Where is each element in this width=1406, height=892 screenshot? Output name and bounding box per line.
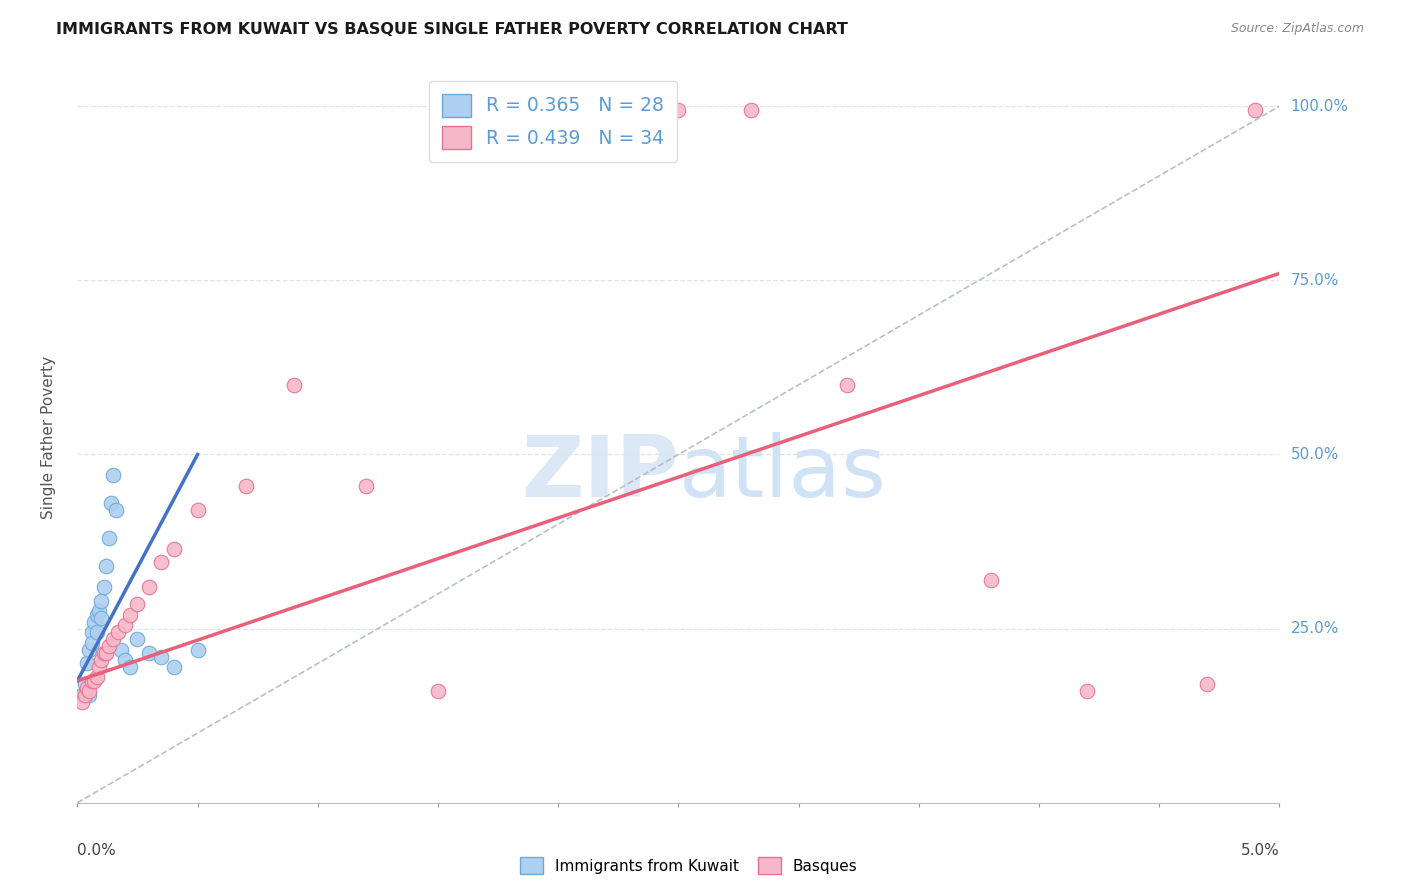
Point: [283, 377, 305, 392]
Point: [104, 503, 127, 517]
Point: [73, 688, 96, 702]
Text: 5.0%: 5.0%: [1240, 843, 1279, 858]
Point: [235, 479, 257, 493]
Point: [114, 618, 136, 632]
Point: [86, 607, 108, 622]
Point: [87, 604, 110, 618]
Point: [97, 639, 120, 653]
Point: [103, 632, 125, 646]
Point: [79, 688, 101, 702]
Point: [107, 625, 129, 640]
Point: [162, 660, 184, 674]
Point: [120, 607, 142, 622]
Point: [80, 673, 103, 688]
Point: [114, 653, 136, 667]
Point: [138, 580, 160, 594]
Text: 50.0%: 50.0%: [1291, 447, 1339, 462]
Point: [90, 611, 112, 625]
Point: [70, 688, 93, 702]
Point: [90, 653, 112, 667]
Point: [97, 531, 120, 545]
Point: [1244, 103, 1267, 117]
Y-axis label: Single Father Poverty: Single Father Poverty: [42, 356, 56, 518]
Point: [87, 660, 110, 674]
Point: [138, 646, 160, 660]
Point: [162, 541, 184, 556]
Point: [86, 670, 108, 684]
Point: [86, 625, 108, 640]
Text: atlas: atlas: [679, 432, 886, 516]
Text: ZIP: ZIP: [520, 432, 679, 516]
Point: [740, 103, 762, 117]
Point: [354, 479, 377, 493]
Point: [70, 695, 93, 709]
Point: [127, 632, 149, 646]
Point: [83, 673, 105, 688]
Point: [76, 684, 98, 698]
Point: [1076, 684, 1098, 698]
Point: [83, 615, 105, 629]
Point: [73, 677, 96, 691]
Point: [595, 103, 617, 117]
Text: IMMIGRANTS FROM KUWAIT VS BASQUE SINGLE FATHER POVERTY CORRELATION CHART: IMMIGRANTS FROM KUWAIT VS BASQUE SINGLE …: [56, 22, 848, 37]
Point: [79, 642, 101, 657]
Point: [110, 642, 132, 657]
Point: [90, 594, 112, 608]
Point: [668, 103, 690, 117]
Point: [76, 657, 98, 671]
Text: 25.0%: 25.0%: [1291, 621, 1339, 636]
Text: 75.0%: 75.0%: [1291, 273, 1339, 288]
Text: 0.0%: 0.0%: [77, 843, 117, 858]
Point: [150, 649, 173, 664]
Point: [93, 646, 115, 660]
Legend: Immigrants from Kuwait, Basques: Immigrants from Kuwait, Basques: [515, 851, 863, 880]
Text: 100.0%: 100.0%: [1291, 99, 1348, 113]
Point: [103, 468, 125, 483]
Point: [150, 556, 173, 570]
Point: [427, 684, 450, 698]
Text: Source: ZipAtlas.com: Source: ZipAtlas.com: [1230, 22, 1364, 36]
Point: [80, 635, 103, 649]
Point: [93, 580, 115, 594]
Point: [835, 377, 858, 392]
Legend: R = 0.365   N = 28, R = 0.439   N = 34: R = 0.365 N = 28, R = 0.439 N = 34: [429, 81, 676, 162]
Point: [186, 503, 209, 517]
Point: [499, 103, 522, 117]
Point: [127, 597, 149, 611]
Point: [76, 681, 98, 695]
Point: [96, 558, 118, 573]
Point: [80, 625, 103, 640]
Point: [100, 496, 122, 510]
Point: [1197, 677, 1219, 691]
Point: [96, 646, 118, 660]
Point: [186, 642, 209, 657]
Point: [980, 573, 1002, 587]
Point: [79, 684, 101, 698]
Point: [120, 660, 142, 674]
